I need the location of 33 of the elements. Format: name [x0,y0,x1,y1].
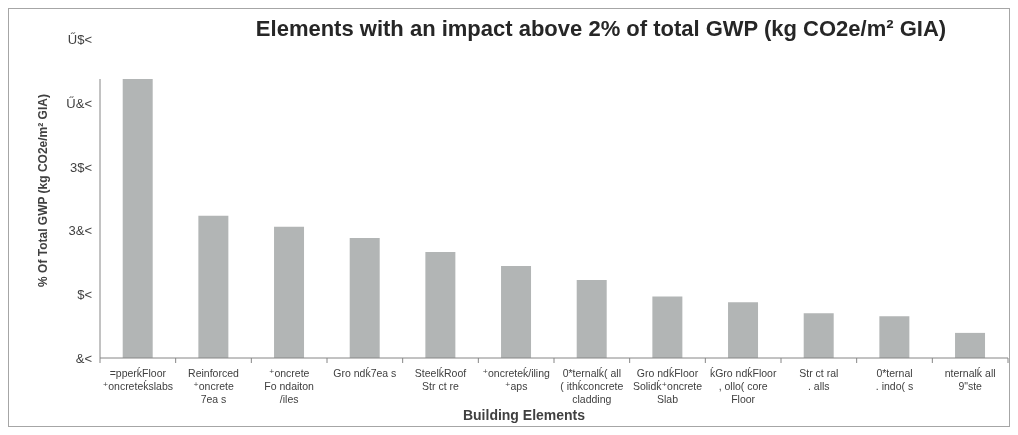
bar [501,265,532,358]
bar [274,226,305,358]
bar [576,279,607,358]
x-tick-label: Gro ndḱ7ea s [333,367,397,379]
x-tick-label: nternalḱ all 9"ste [944,367,996,392]
bar [652,296,683,358]
bar [349,238,380,358]
chart-title: Elements with an impact above 2% of total GWP (kg CO2e/m² GIA) [254,16,948,41]
text: 3&< [68,222,92,238]
bar [803,313,834,358]
text: Ű&< [66,95,92,111]
x-tick-label: ⁺oncrete Fo ndaiton /iles [264,367,315,405]
bar [122,79,153,358]
x-tick-label: 0*ternalḱ( all ( ithḱconcrete cladding [560,367,624,405]
bar [425,251,456,358]
text: &< [75,350,92,366]
y-axis-title: % Of Total GWP (kg CO2e/m² GIA) [36,94,50,287]
text: $< [77,286,92,302]
bar [879,316,910,358]
x-tick-label: Reinforced ⁺oncrete 7ea s [188,367,240,405]
x-tick-label: 0*ternal . indo( s [875,367,914,392]
x-tick-label: =pperḱFloor ⁺oncreteḱslabs [102,367,173,392]
bar [955,332,986,358]
text: 3$< [69,159,92,175]
bar [198,215,229,358]
x-tick-label: Gro ndḱFloor Solidḱ⁺oncrete Slab [632,367,703,405]
x-tick-label: SteelḱRoof Str ct re [414,367,467,392]
text: Ű$< [67,31,92,47]
x-tick-label: ⁺oncreteḱ/iling ⁺aps [482,367,551,392]
x-axis-title: Building Elements [462,407,586,423]
x-tick-label: ḱGro ndḱFloor , ollo( core Floor [709,367,777,405]
bar [728,302,759,358]
x-tick-label: Str ct ral . alls [799,367,839,392]
